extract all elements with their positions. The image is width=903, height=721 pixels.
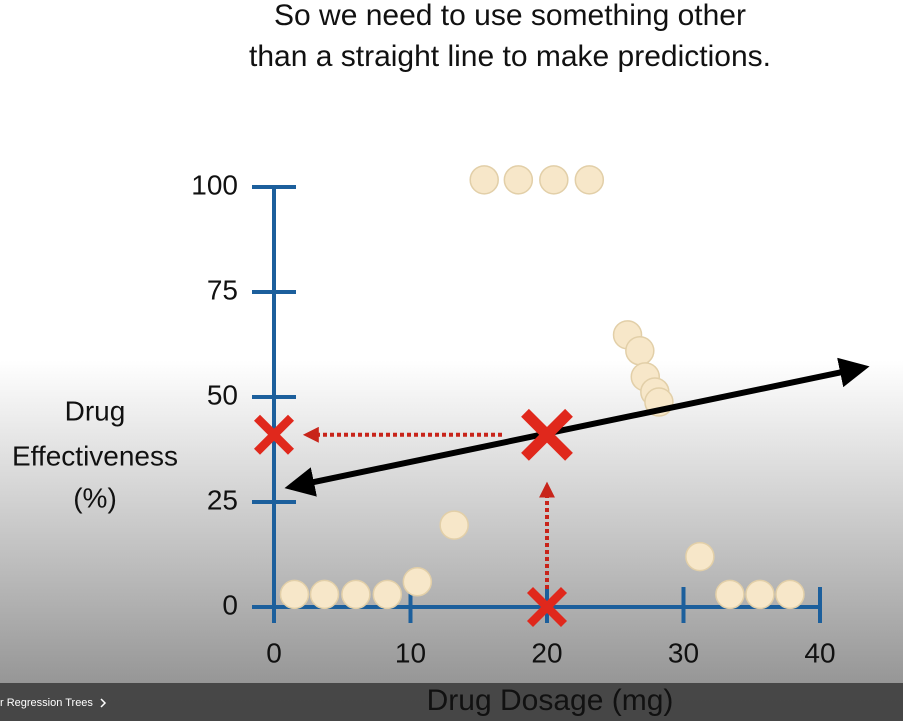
data-point [574, 165, 605, 195]
y-tick-label: 50 [207, 379, 238, 410]
y-tick-label: 25 [207, 484, 238, 515]
data-point [402, 567, 433, 597]
x-tick-label: 40 [804, 637, 835, 668]
data-point [745, 579, 775, 610]
data-point [539, 165, 569, 195]
y-tick-label: 75 [207, 274, 238, 305]
data-point [372, 579, 403, 610]
data-point [279, 579, 310, 610]
data-point [503, 165, 534, 195]
chapter-chevron[interactable] [100, 698, 107, 708]
data-point [341, 579, 371, 610]
caption: than a straight line to make predictions… [249, 40, 771, 73]
player-bar [0, 683, 903, 721]
y-axis-label: Drug [65, 395, 126, 426]
x-tick-label: 20 [531, 637, 562, 668]
x-axis-label: Drug Dosage (mg) [427, 684, 674, 717]
data-point [715, 579, 745, 610]
y-axis-label: Effectiveness [12, 440, 178, 471]
y-axis-label: (%) [73, 482, 117, 513]
x-tick-label: 30 [668, 637, 699, 668]
y-tick-label: 0 [222, 589, 238, 620]
x-tick-label: 0 [266, 637, 282, 668]
data-point [685, 541, 715, 572]
data-point [309, 579, 340, 610]
input-dosage-mark [526, 586, 568, 628]
data-point [625, 336, 655, 366]
plot: 0 25 50 75 100 0 10 20 30 40 [191, 165, 870, 668]
chapter-title[interactable]: r Regression Trees [0, 697, 93, 709]
data-point [469, 165, 499, 195]
data-point [439, 510, 469, 540]
x-tick-label: 10 [395, 637, 426, 668]
prediction-mark [521, 408, 573, 461]
fit-line [284, 357, 870, 497]
predicted-value-mark [253, 414, 295, 455]
caption: So we need to use something other [274, 0, 746, 32]
data-point [775, 579, 805, 610]
y-tick-label: 100 [191, 169, 238, 200]
